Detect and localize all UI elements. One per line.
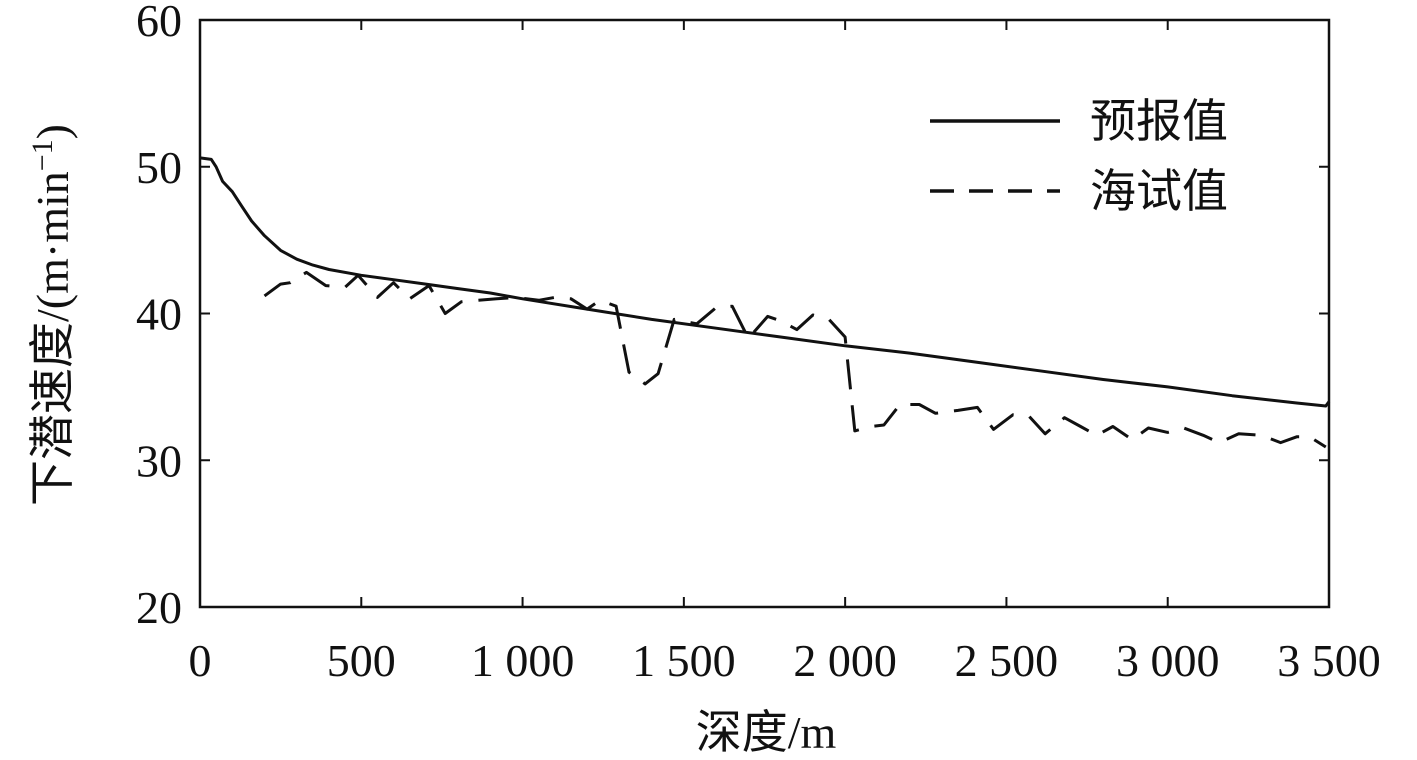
y-axis-title-exponent: −1 xyxy=(26,139,59,171)
y-axis-title-main: 下潜速度/(m·min xyxy=(27,171,78,506)
legend-label: 海试值 xyxy=(1090,166,1228,217)
x-tick-label: 500 xyxy=(327,635,396,686)
y-tick-label: 30 xyxy=(136,435,182,486)
x-tick-label: 1 000 xyxy=(471,635,575,686)
x-tick-label: 2 000 xyxy=(793,635,897,686)
y-tick-label: 20 xyxy=(136,582,182,633)
axes-group xyxy=(198,18,1331,609)
y-axis-title: 下潜速度/(m·min−1) xyxy=(26,124,78,506)
y-tick-label: 60 xyxy=(136,0,182,46)
x-tick-label: 0 xyxy=(189,635,212,686)
x-tick-label: 1 500 xyxy=(632,635,736,686)
x-tick-label: 3 500 xyxy=(1277,635,1381,686)
y-tick-label: 50 xyxy=(136,142,182,193)
series-group xyxy=(199,156,1331,449)
x-tick-label: 3 000 xyxy=(1116,635,1220,686)
x-tick-label: 2 500 xyxy=(955,635,1059,686)
tick-labels-group: 0 500 1 000 1 500 2 000 2 500 3 000 3 500 20 30 40… xyxy=(136,0,1381,686)
y-tick-label: 40 xyxy=(136,289,182,340)
y-axis-title-close: ) xyxy=(27,124,78,139)
series-line-predicted xyxy=(199,156,1331,408)
series-line-sea-trial xyxy=(263,270,1327,449)
x-axis-title: 深度/m xyxy=(696,707,837,755)
legend-label: 预报值 xyxy=(1090,96,1228,147)
